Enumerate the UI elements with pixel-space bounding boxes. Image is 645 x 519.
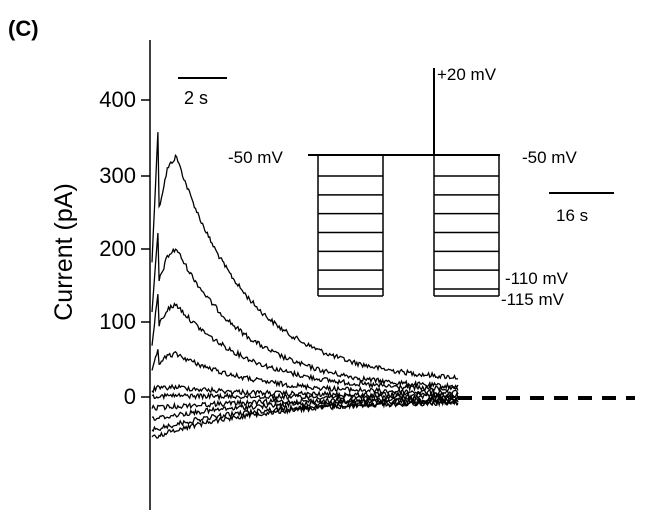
y-axis-ticks: 400 300 200 100 0 — [99, 87, 150, 409]
voltage-step-levels — [318, 175, 499, 297]
voltage-protocol-inset: +20 mV -50 mV -50 mV -110 mV -115 mV 16 … — [228, 65, 614, 309]
label-hold-left: -50 mV — [228, 148, 283, 167]
panel-label: (C) — [8, 16, 39, 41]
current-trace-9 — [151, 397, 459, 433]
current-trace-1 — [151, 132, 459, 380]
current-trace-3 — [151, 294, 459, 393]
current-trace-7 — [151, 395, 459, 411]
current-trace-10 — [151, 399, 459, 439]
inset-scale-bar-label: 16 s — [556, 206, 588, 225]
current-traces — [151, 132, 459, 439]
current-trace-4 — [151, 349, 459, 397]
y-tick-label: 300 — [99, 163, 136, 188]
y-tick-label: 400 — [99, 87, 136, 112]
y-tick-label: 200 — [99, 236, 136, 261]
label-minus115mv: -115 mV — [501, 290, 565, 309]
label-minus110mv: -110 mV — [505, 269, 569, 288]
label-plus20mv: +20 mV — [437, 65, 497, 84]
y-tick-label: 0 — [124, 384, 136, 409]
label-hold-right: -50 mV — [522, 148, 577, 167]
current-trace-2 — [151, 232, 459, 390]
current-trace-6 — [151, 391, 459, 402]
y-tick-label: 100 — [99, 309, 136, 334]
time-scale-bar-label: 2 s — [184, 88, 208, 108]
current-trace-8 — [151, 396, 459, 421]
y-axis-label: Current (pA) — [50, 183, 78, 321]
current-trace-5 — [151, 383, 459, 400]
